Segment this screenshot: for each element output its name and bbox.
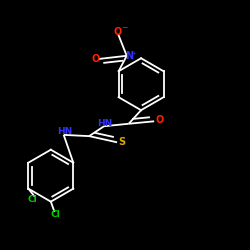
Text: O: O: [92, 54, 100, 64]
Text: HN: HN: [57, 128, 72, 136]
Text: Cl: Cl: [51, 210, 61, 220]
Text: HN: HN: [97, 119, 112, 128]
Text: −: −: [121, 23, 128, 32]
Text: S: S: [118, 137, 125, 147]
Text: Cl: Cl: [28, 195, 37, 204]
Text: O: O: [156, 115, 164, 125]
Text: N: N: [125, 51, 133, 61]
Text: O: O: [114, 26, 122, 36]
Text: +: +: [131, 51, 136, 56]
